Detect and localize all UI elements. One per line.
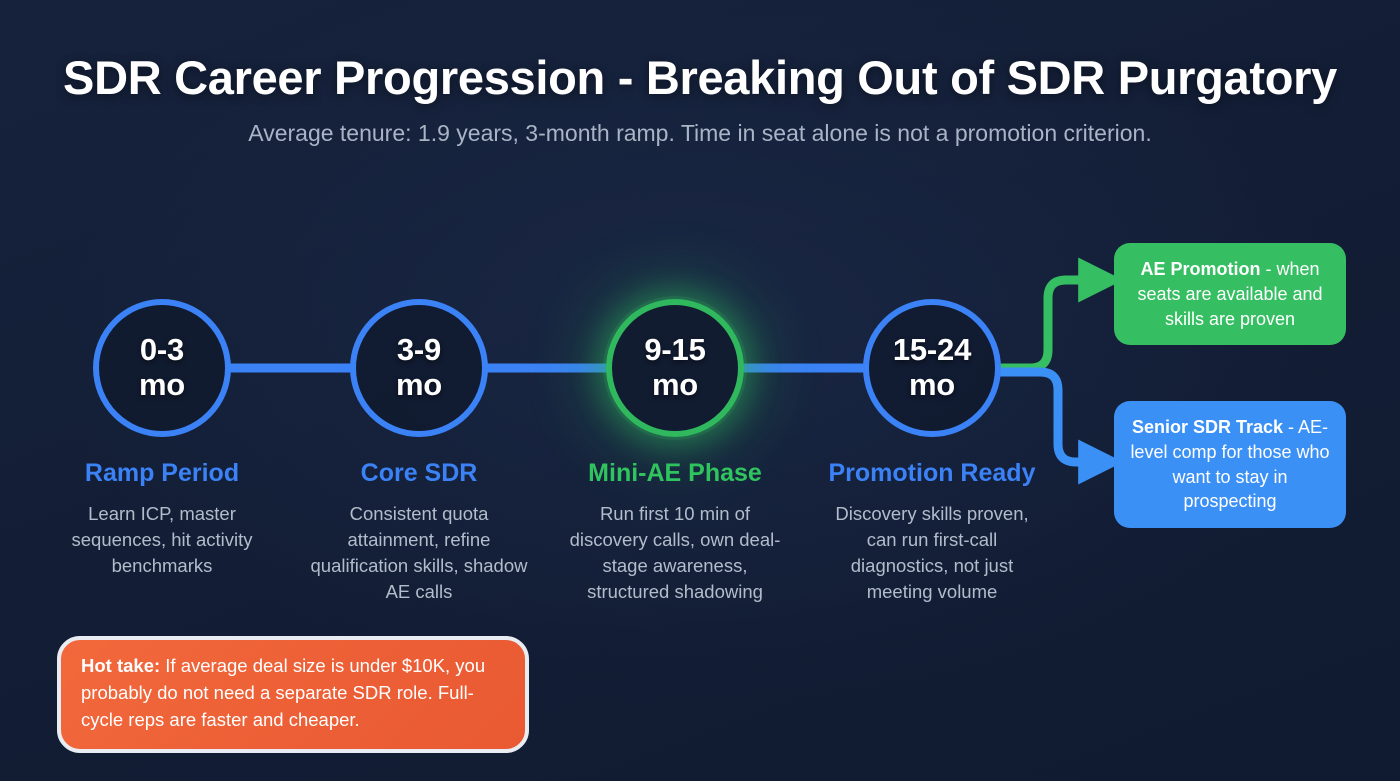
timeline-stage-core-sdr[interactable]: 3-9 mo Core SDR Consistent quota attainm… [299, 299, 539, 606]
stage-range-line2: mo [395, 367, 443, 402]
stage-range-line2: mo [138, 367, 186, 402]
page-subtitle: Average tenure: 1.9 years, 3-month ramp.… [248, 119, 1152, 146]
stage-label: Promotion Ready [828, 459, 1036, 487]
timeline-stage-ramp-period[interactable]: 0-3 mo Ramp Period Learn ICP, master seq… [42, 299, 282, 579]
stage-range-line1: 15-24 [892, 332, 972, 368]
stage-circle-highlighted[interactable]: 9-15 mo [606, 299, 744, 437]
stage-label: Core SDR [360, 459, 478, 487]
stage-range-line2: mo [651, 367, 699, 402]
hot-take-label: Hot take: [81, 655, 161, 676]
stage-range-line1: 0-3 [139, 332, 185, 368]
timeline-stage-mini-ae-phase[interactable]: 9-15 mo Mini-AE Phase Run first 10 min o… [555, 299, 795, 606]
stage-description: Run first 10 min of discovery calls, own… [569, 502, 781, 603]
stage-circle[interactable]: 15-24 mo [863, 299, 1001, 437]
stage-label: Mini-AE Phase [588, 459, 762, 487]
outcome-title: Senior SDR Track [1131, 417, 1284, 437]
stage-circle[interactable]: 3-9 mo [350, 299, 488, 437]
stage-circle[interactable]: 0-3 mo [93, 299, 231, 437]
stage-circle-wrap: 9-15 mo [606, 299, 744, 437]
stage-circle-wrap: 15-24 mo [863, 299, 1001, 437]
outcome-separator: - [1260, 259, 1277, 279]
header: SDR Career Progression - Breaking Out of… [0, 51, 1400, 147]
stage-description: Learn ICP, master sequences, hit activit… [71, 502, 253, 577]
hot-take-body: If average deal size is under $10K, you … [81, 655, 486, 730]
stage-description: Discovery skills proven, can run first-c… [835, 502, 1029, 603]
outcome-body: when seats are available and skills are … [1137, 259, 1323, 329]
outcome-title: AE Promotion [1140, 259, 1261, 279]
timeline-stage-promotion-ready[interactable]: 15-24 mo Promotion Ready Discovery skill… [812, 299, 1052, 606]
outcome-card-ae-promotion[interactable]: AE Promotion - when seats are available … [1114, 243, 1346, 346]
stage-circle-wrap: 3-9 mo [350, 299, 488, 437]
stage-circle-wrap: 0-3 mo [93, 299, 231, 437]
stage-range-line2: mo [908, 367, 956, 402]
outcome-card-senior-sdr-track[interactable]: Senior SDR Track - AE-level comp for tho… [1114, 401, 1346, 529]
outcome-body: AE-level comp for those who want to stay… [1130, 417, 1330, 512]
stage-range-line1: 3-9 [396, 332, 442, 368]
outcome-separator: - [1283, 417, 1299, 437]
stage-range-line1: 9-15 [644, 332, 706, 368]
hot-take-callout: Hot take: If average deal size is under … [57, 636, 529, 754]
stage-description: Consistent quota attainment, refine qual… [310, 502, 528, 603]
page-title: SDR Career Progression - Breaking Out of… [63, 51, 1337, 104]
stage-label: Ramp Period [84, 459, 240, 487]
